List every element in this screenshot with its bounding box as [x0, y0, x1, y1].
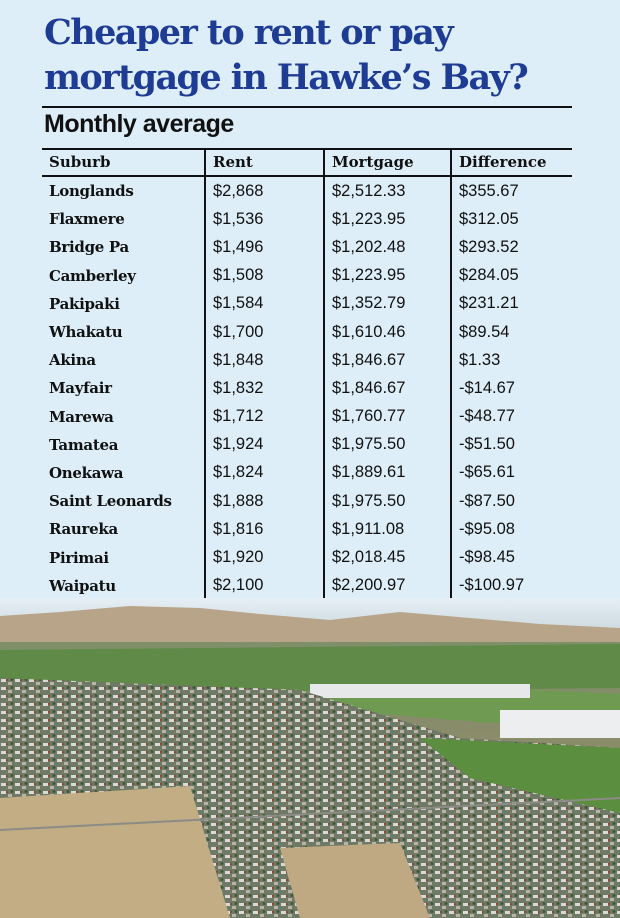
dry-field-2	[280, 843, 430, 918]
green-paddock	[420, 738, 620, 813]
mortgage-cell: $1,846.67	[323, 374, 451, 403]
column-header-suburb: Suburb	[42, 148, 205, 177]
rent-cell: $1,924	[204, 430, 324, 459]
mortgage-cell: $2,018.45	[323, 543, 451, 572]
comparison-table: Suburb Rent Mortgage Difference Longland…	[42, 148, 572, 600]
rent-cell: $1,700	[204, 317, 324, 347]
column-header-difference: Difference	[450, 148, 572, 177]
mortgage-cell: $1,610.46	[323, 317, 451, 347]
difference-cell: -$100.97	[450, 571, 572, 600]
table-row: Longlands $2,868 $2,512.33 $355.67	[42, 176, 572, 206]
difference-cell: $89.54	[450, 317, 572, 347]
suburb-cell: Marewa	[49, 407, 114, 426]
rent-cell: $1,888	[204, 487, 324, 516]
mortgage-cell: $1,223.95	[323, 261, 451, 290]
rent-cell: $1,584	[204, 289, 324, 318]
table-row: Saint Leonards $1,888 $1,975.50 -$87.50	[42, 487, 572, 516]
suburb-cell: Bridge Pa	[49, 238, 129, 257]
greenhouse-roofs	[310, 684, 530, 698]
rent-cell: $1,816	[204, 515, 324, 544]
suburb-cell: Flaxmere	[49, 210, 125, 229]
suburb-cell: Akina	[49, 351, 96, 370]
difference-cell: $284.05	[450, 261, 572, 290]
table-row: Onekawa $1,824 $1,889.61 -$65.61	[42, 458, 572, 488]
rent-cell: $2,868	[204, 176, 324, 206]
rent-cell: $1,496	[204, 233, 324, 262]
mortgage-cell: $1,975.50	[323, 487, 451, 516]
suburb-cell: Onekawa	[49, 463, 124, 482]
rent-cell: $2,100	[204, 571, 324, 600]
suburb-cell: Pakipaki	[49, 294, 120, 313]
rent-cell: $1,536	[204, 205, 324, 234]
mortgage-cell: $1,846.67	[323, 346, 451, 375]
difference-cell: -$51.50	[450, 430, 572, 459]
difference-cell: $355.67	[450, 176, 572, 206]
chart-subtitle: Monthly average	[44, 110, 234, 138]
suburb-cell: Camberley	[49, 266, 136, 285]
rent-cell: $1,848	[204, 346, 324, 375]
rent-cell: $1,712	[204, 402, 324, 431]
table-row: Camberley $1,508 $1,223.95 $284.05	[42, 261, 572, 290]
page-title: Cheaper to rent or pay mortgage in Hawke…	[44, 12, 529, 98]
dry-field	[0, 786, 230, 918]
table-row: Raureka $1,816 $1,911.08 -$95.08	[42, 515, 572, 544]
suburb-cell: Pirimai	[49, 548, 109, 567]
rent-cell: $1,920	[204, 543, 324, 572]
table-row: Mayfair $1,832 $1,846.67 -$14.67	[42, 374, 572, 403]
mortgage-cell: $1,889.61	[323, 458, 451, 488]
warehouse-roofs	[500, 710, 620, 738]
difference-cell: $293.52	[450, 233, 572, 262]
table-row: Pirimai $1,920 $2,018.45 -$98.45	[42, 543, 572, 572]
table-row: Akina $1,848 $1,846.67 $1.33	[42, 346, 572, 375]
difference-cell: -$65.61	[450, 458, 572, 488]
table-row: Whakatu $1,700 $1,610.46 $89.54	[42, 317, 572, 347]
mortgage-cell: $2,200.97	[323, 571, 451, 600]
difference-cell: $312.05	[450, 205, 572, 234]
mortgage-cell: $2,512.33	[323, 176, 451, 206]
difference-cell: $231.21	[450, 289, 572, 318]
title-divider	[42, 106, 572, 108]
difference-cell: $1.33	[450, 346, 572, 375]
table-row: Pakipaki $1,584 $1,352.79 $231.21	[42, 289, 572, 318]
table-body: Longlands $2,868 $2,512.33 $355.67 Flaxmere $…	[42, 176, 572, 600]
difference-cell: -$95.08	[450, 515, 572, 544]
mortgage-cell: $1,223.95	[323, 205, 451, 234]
suburb-cell: Raureka	[49, 520, 118, 539]
hills	[0, 606, 620, 646]
difference-cell: -$98.45	[450, 543, 572, 572]
table-top-rule	[42, 148, 572, 150]
mortgage-cell: $1,202.48	[323, 233, 451, 262]
suburb-cell: Whakatu	[49, 323, 123, 342]
table-header-row: Suburb Rent Mortgage Difference	[42, 148, 572, 177]
aerial-photo	[0, 598, 620, 918]
table-row: Bridge Pa $1,496 $1,202.48 $293.52	[42, 233, 572, 262]
mortgage-cell: $1,352.79	[323, 289, 451, 318]
table-row: Tamatea $1,924 $1,975.50 -$51.50	[42, 430, 572, 459]
mortgage-cell: $1,975.50	[323, 430, 451, 459]
difference-cell: -$48.77	[450, 402, 572, 431]
difference-cell: -$14.67	[450, 374, 572, 403]
road	[0, 797, 620, 831]
rent-cell: $1,824	[204, 458, 324, 488]
column-header-rent: Rent	[204, 148, 324, 177]
table-row: Marewa $1,712 $1,760.77 -$48.77	[42, 402, 572, 431]
column-header-mortgage: Mortgage	[323, 148, 451, 177]
difference-cell: -$87.50	[450, 487, 572, 516]
suburb-cell: Waipatu	[49, 576, 116, 595]
suburb-cell: Saint Leonards	[49, 492, 172, 511]
rent-cell: $1,832	[204, 374, 324, 403]
table-row: Waipatu $2,100 $2,200.97 -$100.97	[42, 571, 572, 600]
mortgage-cell: $1,911.08	[323, 515, 451, 544]
suburb-cell: Tamatea	[49, 435, 119, 454]
table-row: Flaxmere $1,536 $1,223.95 $312.05	[42, 205, 572, 234]
mortgage-cell: $1,760.77	[323, 402, 451, 431]
green-fields	[0, 644, 620, 694]
suburb-cell: Longlands	[49, 182, 134, 201]
suburb-cell: Mayfair	[49, 379, 112, 398]
rent-cell: $1,508	[204, 261, 324, 290]
